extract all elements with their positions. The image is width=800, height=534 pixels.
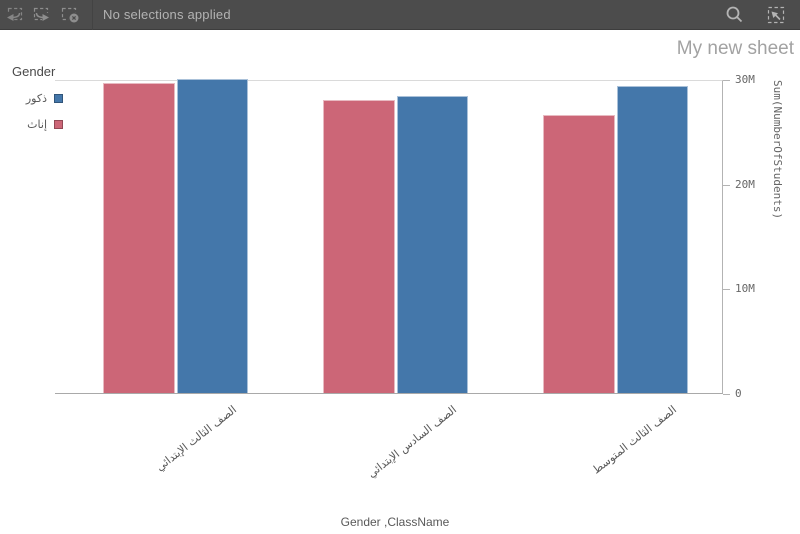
bar-females-c1[interactable]: [323, 100, 395, 393]
bar-females-c2[interactable]: [543, 115, 615, 393]
sheet-area: My new sheet Gender ذكور إناث Sum(Number…: [0, 31, 800, 534]
y-axis-title: Sum(NumberOfStudents): [771, 80, 784, 220]
step-back-icon: [3, 5, 25, 25]
legend-swatch-red: [54, 120, 63, 129]
step-forward-button[interactable]: [28, 0, 56, 30]
x-category-label-1[interactable]: الصف السادس الإبتدائي: [365, 403, 460, 481]
legend-item-males[interactable]: ذكور: [20, 92, 63, 105]
search-button[interactable]: [720, 0, 748, 30]
toolbar-left-group: No selections applied: [0, 0, 231, 30]
toolbar-divider: [92, 0, 93, 30]
y-tick-label-20M: 20M: [735, 178, 755, 191]
plot-area[interactable]: [55, 79, 723, 394]
selections-status-text: No selections applied: [103, 7, 231, 22]
bar-males-c1[interactable]: [397, 96, 468, 393]
legend-item-females[interactable]: إناث: [20, 118, 63, 131]
selections-tool-button[interactable]: [762, 0, 790, 30]
y-tick-label-30M: 30M: [735, 73, 755, 86]
legend-swatch-blue: [54, 94, 63, 103]
bar-males-c0[interactable]: [177, 79, 248, 393]
legend-label: ذكور: [25, 92, 47, 105]
y-tick-mark: [723, 80, 730, 81]
y-tick-label-0: 0: [735, 387, 742, 400]
toolbar: No selections applied: [0, 0, 800, 30]
selections-tool-icon: [765, 5, 787, 25]
legend-label: إناث: [27, 118, 47, 131]
clear-selections-icon: [59, 5, 81, 25]
legend-title: Gender: [12, 64, 56, 79]
x-category-label-0[interactable]: الصف الثالث الإبتدائي: [153, 403, 240, 474]
bar-females-c0[interactable]: [103, 83, 175, 393]
y-tick-label-10M: 10M: [735, 282, 755, 295]
step-forward-icon: [31, 5, 53, 25]
y-tick-mark: [723, 185, 730, 186]
x-axis-title: Gender ,ClassName: [340, 515, 450, 529]
clear-selections-button[interactable]: [56, 0, 84, 30]
sheet-title: My new sheet: [676, 38, 794, 59]
search-icon: [724, 5, 744, 25]
y-tick-mark: [723, 394, 730, 395]
y-tick-mark: [723, 289, 730, 290]
step-back-button[interactable]: [0, 0, 28, 30]
x-category-label-2[interactable]: الصف الثالث المتوسط: [589, 403, 680, 477]
toolbar-right-group: [720, 0, 800, 29]
bar-males-c2[interactable]: [617, 86, 688, 393]
chart-legend: Gender ذكور إناث: [12, 64, 63, 131]
